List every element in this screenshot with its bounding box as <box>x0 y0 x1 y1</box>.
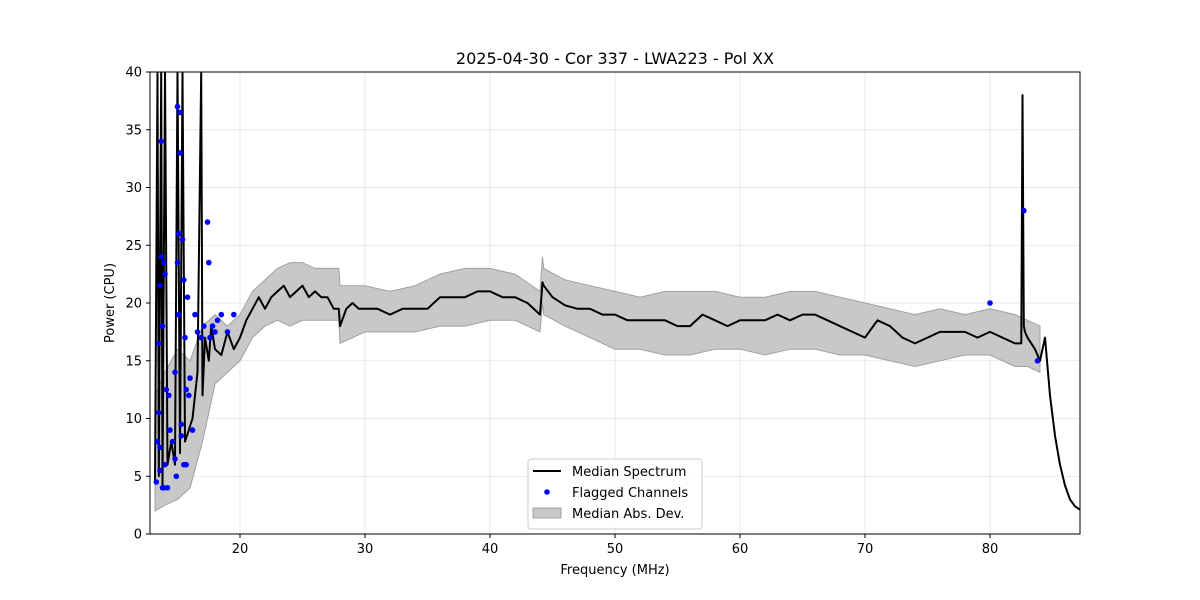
flagged-channel-point <box>154 438 161 445</box>
y-tick-label: 15 <box>125 354 142 369</box>
flagged-channel-point <box>162 271 168 277</box>
x-tick-label: 20 <box>232 542 249 557</box>
flagged-channel-point <box>172 369 178 376</box>
y-tick-label: 0 <box>134 528 142 543</box>
flagged-channel-point <box>182 334 188 341</box>
x-axis-ticks: 20 30 40 50 60 70 80 <box>232 534 999 557</box>
flagged-channel-point <box>231 311 237 318</box>
flagged-channel-point <box>224 329 231 335</box>
y-tick-label: 40 <box>125 66 142 81</box>
legend-median-spectrum: Median Spectrum <box>572 465 686 480</box>
flagged-channel-point <box>174 259 181 266</box>
flagged-channel-point <box>201 323 207 329</box>
flagged-channel-point <box>178 421 185 428</box>
flagged-channel-point <box>166 392 172 399</box>
flagged-channel-point <box>161 259 167 266</box>
legend-band-marker <box>532 507 562 519</box>
legend-dot-marker <box>544 489 550 495</box>
flagged-channel-point <box>186 392 192 399</box>
flagged-channel-point <box>181 277 187 283</box>
flagged-channel-point <box>157 444 163 451</box>
flagged-channel-point <box>169 438 176 445</box>
flagged-channel-point <box>153 479 160 485</box>
flagged-channel-point <box>178 433 185 439</box>
flagged-channel-point <box>189 427 196 433</box>
legend: Median Spectrum Flagged Channels Median … <box>527 458 703 530</box>
flagged-channel-point <box>158 253 164 260</box>
x-tick-label: 80 <box>982 542 999 557</box>
flagged-channel-point <box>177 109 183 116</box>
flagged-channel-point <box>173 473 180 480</box>
y-tick-label: 30 <box>125 181 142 196</box>
flagged-channel-point <box>179 236 186 243</box>
flagged-channel-point <box>207 334 213 341</box>
x-tick-label: 40 <box>482 542 499 557</box>
flagged-channel-point <box>183 461 189 468</box>
flagged-channel-point <box>156 409 162 416</box>
flagged-channel-point <box>159 323 166 329</box>
y-axis-ticks: 0 5 10 15 20 25 30 35 40 <box>125 66 150 543</box>
flagged-channel-point <box>1021 207 1027 214</box>
x-tick-label: 50 <box>607 542 624 557</box>
flagged-channel-point <box>218 311 225 318</box>
y-tick-label: 20 <box>125 297 142 312</box>
flagged-channel-point <box>157 467 163 474</box>
flagged-channel-point <box>183 386 189 393</box>
flagged-channel-point <box>156 340 162 347</box>
legend-flagged-channels: Flagged Channels <box>572 486 688 501</box>
flagged-channel-point <box>194 329 201 335</box>
y-tick-label: 5 <box>134 470 142 485</box>
x-tick-label: 70 <box>857 542 874 557</box>
flagged-channel-point <box>198 334 204 341</box>
flagged-channel-point <box>157 282 163 289</box>
y-tick-label: 35 <box>125 123 142 138</box>
flagged-channel-point <box>176 230 182 237</box>
flagged-channel-point <box>172 456 178 462</box>
legend-box <box>527 458 703 530</box>
x-axis-label: Frequency (MHz) <box>560 563 669 578</box>
flagged-channel-point <box>161 485 167 491</box>
flagged-channel-point <box>204 219 211 225</box>
y-tick-label: 25 <box>125 239 142 254</box>
chart-title: 2025-04-30 - Cor 337 - LWA223 - Pol XX <box>456 49 774 68</box>
flagged-channel-point <box>192 311 198 318</box>
flagged-channel-point <box>162 461 168 468</box>
flagged-channel-point <box>176 311 182 318</box>
flagged-channel-point <box>212 329 218 335</box>
flagged-channel-point <box>187 375 193 381</box>
flagged-channel-point <box>214 317 221 324</box>
median-spectrum-layer <box>154 72 1080 511</box>
flagged-channel-point <box>184 294 191 301</box>
flagged-channel-point <box>177 150 183 156</box>
flagged-channel-point <box>167 427 173 433</box>
x-tick-label: 60 <box>732 542 749 557</box>
flagged-channels-layer <box>153 103 1041 491</box>
flagged-channel-point <box>206 259 212 266</box>
y-tick-label: 10 <box>125 412 142 427</box>
flagged-channel-point <box>174 103 181 110</box>
y-axis-label: Power (CPU) <box>103 263 118 343</box>
flagged-channel-point <box>1034 358 1041 364</box>
legend-median-abs-dev: Median Abs. Dev. <box>572 507 684 522</box>
median-spectrum-line <box>154 72 1080 511</box>
flagged-channel-point <box>163 386 170 393</box>
x-tick-label: 30 <box>357 542 374 557</box>
flagged-channel-point <box>209 323 216 329</box>
flagged-channel-point <box>987 300 993 306</box>
flagged-channel-point <box>158 138 164 145</box>
